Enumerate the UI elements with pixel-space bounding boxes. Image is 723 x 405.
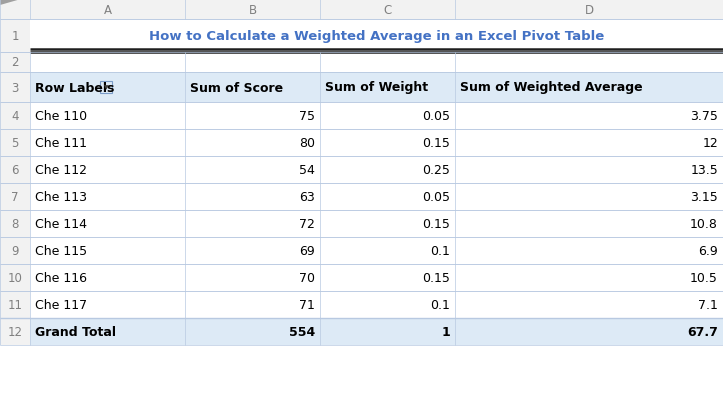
Text: 8: 8 xyxy=(12,217,19,230)
Text: 4: 4 xyxy=(12,110,19,123)
Text: Sum of Score: Sum of Score xyxy=(190,81,283,94)
Text: 13.5: 13.5 xyxy=(690,164,718,177)
Text: Che 111: Che 111 xyxy=(35,136,87,149)
Text: 0.05: 0.05 xyxy=(422,110,450,123)
Text: 70: 70 xyxy=(299,271,315,284)
Text: 7.1: 7.1 xyxy=(698,298,718,311)
FancyBboxPatch shape xyxy=(100,82,112,94)
Text: 67.7: 67.7 xyxy=(687,325,718,338)
Text: Sum of Weighted Average: Sum of Weighted Average xyxy=(460,81,643,94)
Text: 12: 12 xyxy=(702,136,718,149)
Text: ▼: ▼ xyxy=(103,85,108,90)
Text: Che 110: Che 110 xyxy=(35,110,87,123)
Text: 3.75: 3.75 xyxy=(690,110,718,123)
Text: 1: 1 xyxy=(441,325,450,338)
Text: 63: 63 xyxy=(299,190,315,203)
Text: 10: 10 xyxy=(7,271,22,284)
Text: 0.15: 0.15 xyxy=(422,217,450,230)
Text: 0.15: 0.15 xyxy=(422,271,450,284)
Text: 0.1: 0.1 xyxy=(430,298,450,311)
Text: Che 112: Che 112 xyxy=(35,164,87,177)
Text: Che 117: Che 117 xyxy=(35,298,87,311)
Text: 554: 554 xyxy=(288,325,315,338)
Text: 72: 72 xyxy=(299,217,315,230)
Text: Sum of Weight: Sum of Weight xyxy=(325,81,428,94)
Text: Grand Total: Grand Total xyxy=(35,325,116,338)
Text: 0.05: 0.05 xyxy=(422,190,450,203)
Text: 9: 9 xyxy=(12,244,19,257)
Text: 80: 80 xyxy=(299,136,315,149)
Text: 75: 75 xyxy=(299,110,315,123)
Text: 11: 11 xyxy=(7,298,22,311)
Text: B: B xyxy=(249,4,257,17)
Text: Che 115: Che 115 xyxy=(35,244,87,257)
Text: Che 113: Che 113 xyxy=(35,190,87,203)
Text: 10.5: 10.5 xyxy=(690,271,718,284)
Text: C: C xyxy=(383,4,392,17)
Text: 6: 6 xyxy=(12,164,19,177)
Text: 0.1: 0.1 xyxy=(430,244,450,257)
Text: 12: 12 xyxy=(7,325,22,338)
Text: 5: 5 xyxy=(12,136,19,149)
Text: D: D xyxy=(584,4,594,17)
Text: Che 114: Che 114 xyxy=(35,217,87,230)
Text: A: A xyxy=(103,4,111,17)
Text: 0.15: 0.15 xyxy=(422,136,450,149)
Text: 3: 3 xyxy=(12,81,19,94)
Text: 71: 71 xyxy=(299,298,315,311)
Text: 69: 69 xyxy=(299,244,315,257)
Text: 10.8: 10.8 xyxy=(690,217,718,230)
Text: 6.9: 6.9 xyxy=(698,244,718,257)
Text: 3.15: 3.15 xyxy=(690,190,718,203)
Polygon shape xyxy=(0,0,21,6)
Text: Row Labels: Row Labels xyxy=(35,81,114,94)
Text: 7: 7 xyxy=(12,190,19,203)
Text: 0.25: 0.25 xyxy=(422,164,450,177)
Text: 54: 54 xyxy=(299,164,315,177)
Text: 1: 1 xyxy=(12,30,19,43)
Text: Che 116: Che 116 xyxy=(35,271,87,284)
Text: How to Calculate a Weighted Average in an Excel Pivot Table: How to Calculate a Weighted Average in a… xyxy=(149,30,604,43)
Text: 2: 2 xyxy=(12,56,19,69)
